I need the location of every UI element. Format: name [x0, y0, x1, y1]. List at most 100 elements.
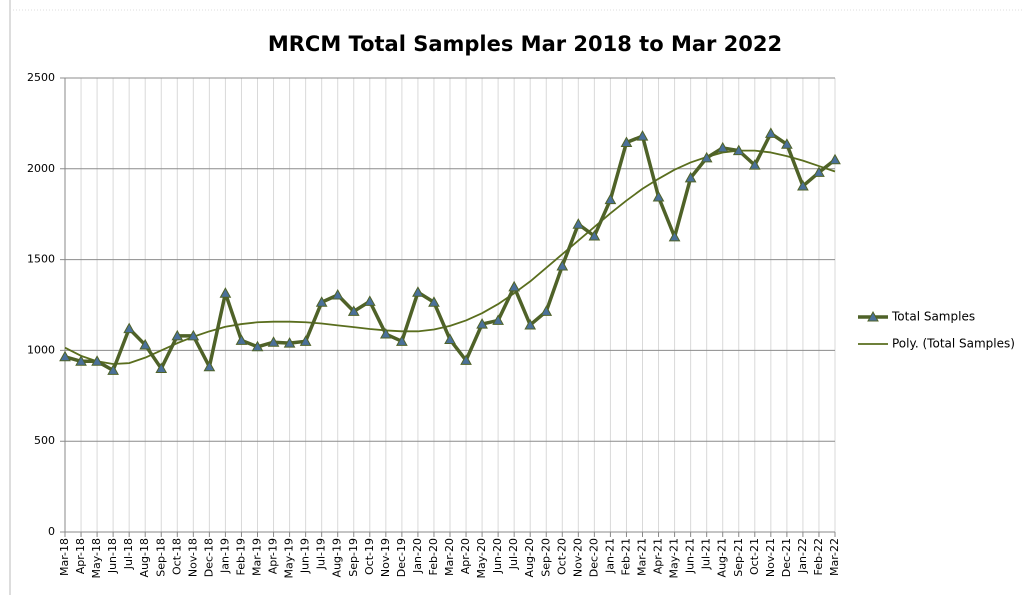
y-tick-label: 1000: [27, 343, 55, 356]
marker: [428, 296, 440, 307]
legend-label: Total Samples: [891, 310, 975, 324]
x-tick-label: Nov-19: [379, 538, 392, 577]
x-tick-label: Mar-19: [251, 538, 264, 576]
x-tick-label: Jul-20: [507, 538, 520, 570]
marker: [476, 318, 488, 329]
marker: [203, 360, 216, 372]
x-tick-label: Feb-20: [427, 538, 440, 575]
x-tick-label: Aug-21: [716, 538, 729, 577]
x-tick-label: Jun-20: [491, 538, 504, 574]
marker: [748, 159, 761, 170]
x-tick-label: Apr-18: [74, 538, 87, 574]
x-tick-label: May-21: [668, 538, 681, 579]
x-tick-label: Apr-19: [267, 538, 280, 574]
x-tick-label: May-19: [283, 538, 296, 579]
x-tick-label: Nov-21: [764, 538, 777, 577]
marker: [107, 364, 119, 375]
marker: [460, 354, 472, 365]
marker: [363, 295, 376, 306]
marker: [267, 336, 280, 347]
x-tick-label: Oct-19: [363, 538, 376, 575]
marker: [556, 259, 569, 271]
x-tick-label: May-20: [475, 538, 488, 579]
x-tick-label: Oct-21: [748, 538, 761, 575]
marker: [588, 229, 601, 241]
marker: [299, 335, 312, 346]
marker: [620, 136, 633, 147]
marker: [684, 171, 697, 183]
marker: [59, 350, 71, 362]
x-tick-label: Dec-21: [780, 538, 793, 577]
marker: [444, 333, 456, 345]
marker: [716, 141, 729, 153]
marker: [123, 322, 136, 334]
x-tick-label: Nov-18: [186, 538, 199, 577]
x-tick-label: Aug-18: [138, 538, 151, 577]
x-tick-label: Aug-19: [331, 538, 344, 577]
x-tick-label: Jan-19: [218, 538, 231, 574]
marker: [668, 230, 681, 242]
marker: [139, 338, 152, 350]
x-tick-label: Jul-21: [700, 538, 713, 570]
marker: [508, 280, 521, 292]
marker: [315, 296, 328, 307]
chart-title: MRCM Total Samples Mar 2018 to Mar 2022: [268, 32, 782, 56]
y-tick-label: 1500: [27, 253, 55, 266]
marker: [829, 153, 841, 165]
x-tick-label: Apr-20: [459, 538, 472, 574]
x-tick-label: Sep-19: [347, 538, 360, 577]
x-tick-label: Nov-20: [571, 538, 584, 577]
marker: [379, 328, 392, 339]
x-tick-label: Jun-18: [106, 538, 119, 574]
x-tick-label: Mar-18: [58, 538, 71, 576]
marker: [412, 286, 424, 297]
x-tick-label: Sep-21: [732, 538, 745, 577]
marker: [524, 318, 537, 330]
marker: [813, 166, 825, 177]
marker: [700, 151, 713, 163]
y-tick-label: 2000: [27, 162, 55, 175]
marker: [732, 144, 745, 156]
x-tick-label: Jan-20: [411, 538, 424, 574]
marker: [187, 329, 200, 341]
marker: [652, 190, 665, 202]
marker: [235, 334, 248, 345]
marker: [797, 180, 809, 191]
marker: [155, 362, 168, 374]
x-tick-label: Mar-22: [828, 538, 841, 576]
marker: [75, 355, 87, 366]
marker: [764, 127, 777, 138]
y-tick-label: 2500: [27, 71, 55, 84]
x-tick-label: Jul-18: [122, 538, 135, 570]
marker: [572, 218, 585, 229]
legend-marker: [867, 310, 879, 322]
marker: [492, 314, 504, 325]
marker: [219, 287, 232, 298]
x-tick-label: Dec-18: [202, 538, 215, 577]
x-tick-label: Aug-20: [523, 538, 536, 577]
x-tick-label: Jun-21: [684, 538, 697, 574]
marker: [331, 288, 344, 300]
x-tick-label: Jul-19: [315, 538, 328, 570]
x-tick-label: Apr-21: [652, 538, 665, 574]
x-tick-label: Jan-22: [796, 538, 809, 574]
x-tick-label: Dec-20: [587, 538, 600, 577]
marker: [540, 305, 553, 316]
marker: [171, 329, 184, 341]
marker: [251, 340, 264, 352]
marker: [396, 335, 408, 346]
x-tick-label: Jan-21: [603, 538, 616, 574]
legend-label: Poly. (Total Samples): [892, 337, 1015, 351]
x-tick-label: Feb-22: [812, 538, 825, 575]
x-tick-label: Feb-21: [619, 538, 632, 575]
marker: [604, 193, 617, 205]
x-tick-label: Oct-18: [170, 538, 183, 575]
y-tick-label: 0: [48, 525, 55, 538]
marker: [636, 130, 649, 141]
marker: [347, 305, 360, 316]
y-tick-label: 500: [34, 434, 55, 447]
x-tick-label: Mar-21: [636, 538, 649, 576]
marker: [781, 138, 793, 149]
x-tick-label: May-18: [90, 538, 103, 579]
